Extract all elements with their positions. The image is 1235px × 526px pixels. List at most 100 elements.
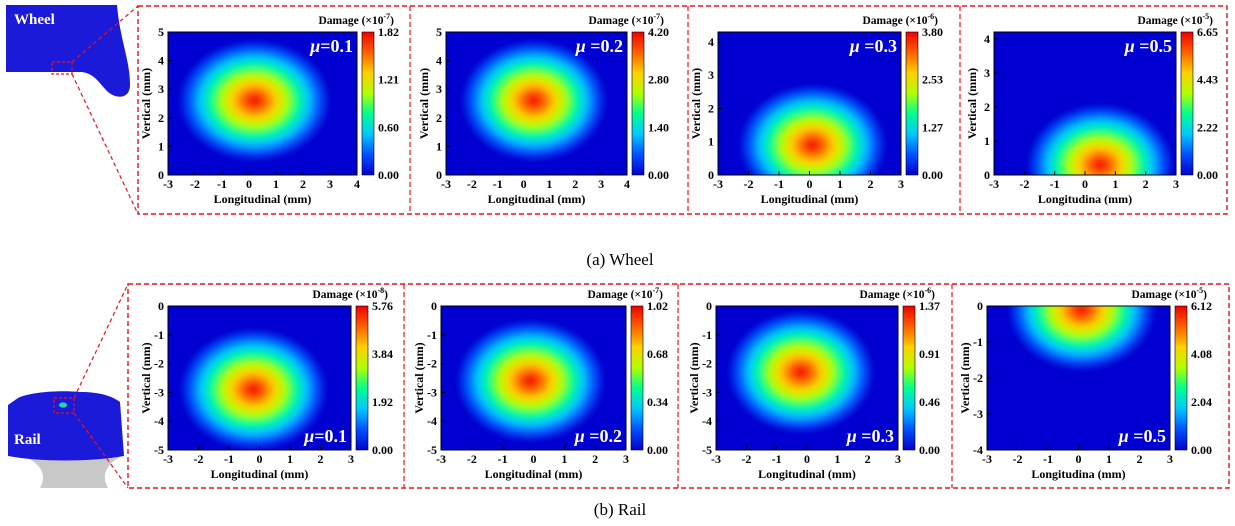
y-tick-label: 0: [158, 299, 164, 313]
y-tick-label: 2: [158, 111, 164, 125]
x-axis-label: Longitudinal (mm): [485, 467, 583, 481]
colorbar-tick-label: 6.65: [1197, 25, 1218, 39]
colorbar-title: Damage (×10-6): [862, 12, 938, 27]
y-tick-label: -1: [973, 335, 983, 349]
y-tick-label: 2: [436, 111, 442, 125]
y-axis-label: Vertical (mm): [139, 68, 153, 139]
rail-row-frame: [127, 283, 1230, 489]
wheel-schematic: Wheel: [6, 5, 139, 215]
wheel-row-frame: [137, 5, 1228, 215]
y-tick-label: -4: [427, 414, 437, 428]
wheel-caption: (a) Wheel: [586, 250, 654, 269]
rail-schematic-label: Rail: [14, 432, 41, 448]
colorbar-tick-label: 1.40: [648, 120, 669, 134]
colorbar-tick-label: 0.00: [647, 443, 668, 457]
colorbar-title: Damage (×10-8): [312, 286, 388, 301]
colorbar-title: Damage (×10-6): [859, 286, 935, 301]
x-tick-label: -3: [436, 452, 446, 466]
colorbar-tick-label: 0.91: [919, 347, 940, 361]
x-tick-label: 1: [287, 452, 293, 466]
x-tick-label: 1: [1106, 452, 1112, 466]
colorbar-tick-label: 1.02: [647, 299, 668, 313]
x-tick-label: 4: [624, 177, 630, 191]
colorbar-tick-label: 6.12: [1191, 299, 1212, 313]
colorbar-tick-label: 1.37: [919, 299, 940, 313]
colorbar-title: Damage (×10-7): [587, 286, 663, 301]
x-tick-label: 1: [273, 177, 279, 191]
damage-field: [739, 85, 886, 175]
heatmap-panel-wheel-2: -3 -2 -1 0 1 2 3 4 0 1 2 3 4 5 Longitudinal (mm) Vertic…: [417, 12, 669, 206]
x-tick-label: -2: [467, 452, 477, 466]
x-tick-label: -1: [498, 452, 508, 466]
y-tick-label: 3: [984, 66, 990, 80]
y-tick-label: 0: [984, 168, 990, 182]
colorbar-tick-label: 1.82: [378, 25, 399, 39]
x-tick-label: -3: [163, 177, 173, 191]
y-tick-label: -1: [427, 328, 437, 342]
x-tick-label: 0: [257, 452, 263, 466]
friction-coefficient-label: μ =0.2: [574, 426, 622, 446]
x-tick-label: 1: [837, 177, 843, 191]
wheel-zoom-line-top: [71, 5, 139, 63]
y-tick-label: 1: [708, 135, 714, 149]
x-tick-label: 0: [531, 452, 537, 466]
colorbar-tick-label: 0.00: [1191, 443, 1212, 457]
x-tick-label: -3: [711, 452, 721, 466]
x-tick-label: 3: [348, 452, 354, 466]
x-tick-label: -1: [772, 452, 782, 466]
y-tick-label: 3: [708, 68, 714, 82]
colorbar-tick-label: 0.00: [922, 168, 943, 182]
damage-peak: [178, 40, 330, 161]
colorbar-tick-label: 0.60: [378, 120, 399, 134]
y-tick-label: -4: [154, 414, 164, 428]
x-tick-label: 2: [1143, 177, 1149, 191]
damage-peak: [1008, 306, 1155, 371]
colorbar: [630, 305, 644, 451]
x-tick-label: 1: [546, 177, 552, 191]
friction-coefficient-label: μ =0.3: [846, 426, 894, 446]
y-tick-label: 0: [431, 299, 437, 313]
friction-coefficient-label: μ =0.5: [1118, 426, 1166, 446]
x-axis-label: Longitudinal (mm): [758, 467, 856, 481]
colorbar-tick-label: 0.00: [648, 168, 669, 182]
colorbar-title: Damage (×10-5): [1137, 12, 1213, 27]
x-tick-label: 2: [318, 452, 324, 466]
x-tick-label: 0: [807, 177, 813, 191]
damage-field: [1008, 306, 1155, 371]
damage-peak: [461, 40, 607, 161]
friction-coefficient-label: μ=0.1: [309, 36, 353, 56]
x-tick-label: 3: [598, 177, 604, 191]
colorbar-tick-label: 2.80: [648, 73, 669, 87]
y-tick-label: 4: [158, 54, 164, 68]
x-tick-label: -1: [1050, 177, 1060, 191]
colorbar: [1174, 305, 1188, 451]
y-axis-label: Vertical (mm): [412, 342, 426, 413]
x-tick-label: 1: [834, 452, 840, 466]
rail-caption: (b) Rail: [593, 500, 647, 519]
y-axis-label: Vertical (mm): [689, 68, 703, 139]
colorbar-tick-label: 0.00: [372, 443, 393, 457]
x-tick-label: -2: [741, 452, 751, 466]
x-tick-label: 3: [623, 452, 629, 466]
rail-zoom-box: [53, 397, 75, 414]
x-axis-label: Longitudina (mm): [1031, 467, 1125, 481]
y-tick-label: 0: [708, 168, 714, 182]
x-tick-label: 0: [521, 177, 527, 191]
x-axis-label: Longitudinal (mm): [761, 192, 859, 206]
colorbar-tick-label: 0.34: [647, 395, 668, 409]
colorbar-tick-label: 0.46: [919, 395, 940, 409]
colorbar-tick-label: 5.76: [372, 299, 393, 313]
x-tick-label: 0: [1082, 177, 1088, 191]
y-tick-label: -2: [702, 357, 712, 371]
y-tick-label: 2: [708, 101, 714, 115]
y-tick-label: 0: [977, 299, 983, 313]
y-axis-label: Vertical (mm): [958, 342, 972, 413]
colorbar: [355, 305, 369, 451]
x-tick-label: 3: [1173, 177, 1179, 191]
y-tick-label: -4: [702, 414, 712, 428]
colorbar-tick-label: 0.00: [1197, 168, 1218, 182]
y-tick-label: -3: [702, 385, 712, 399]
damage-field: [728, 311, 874, 433]
